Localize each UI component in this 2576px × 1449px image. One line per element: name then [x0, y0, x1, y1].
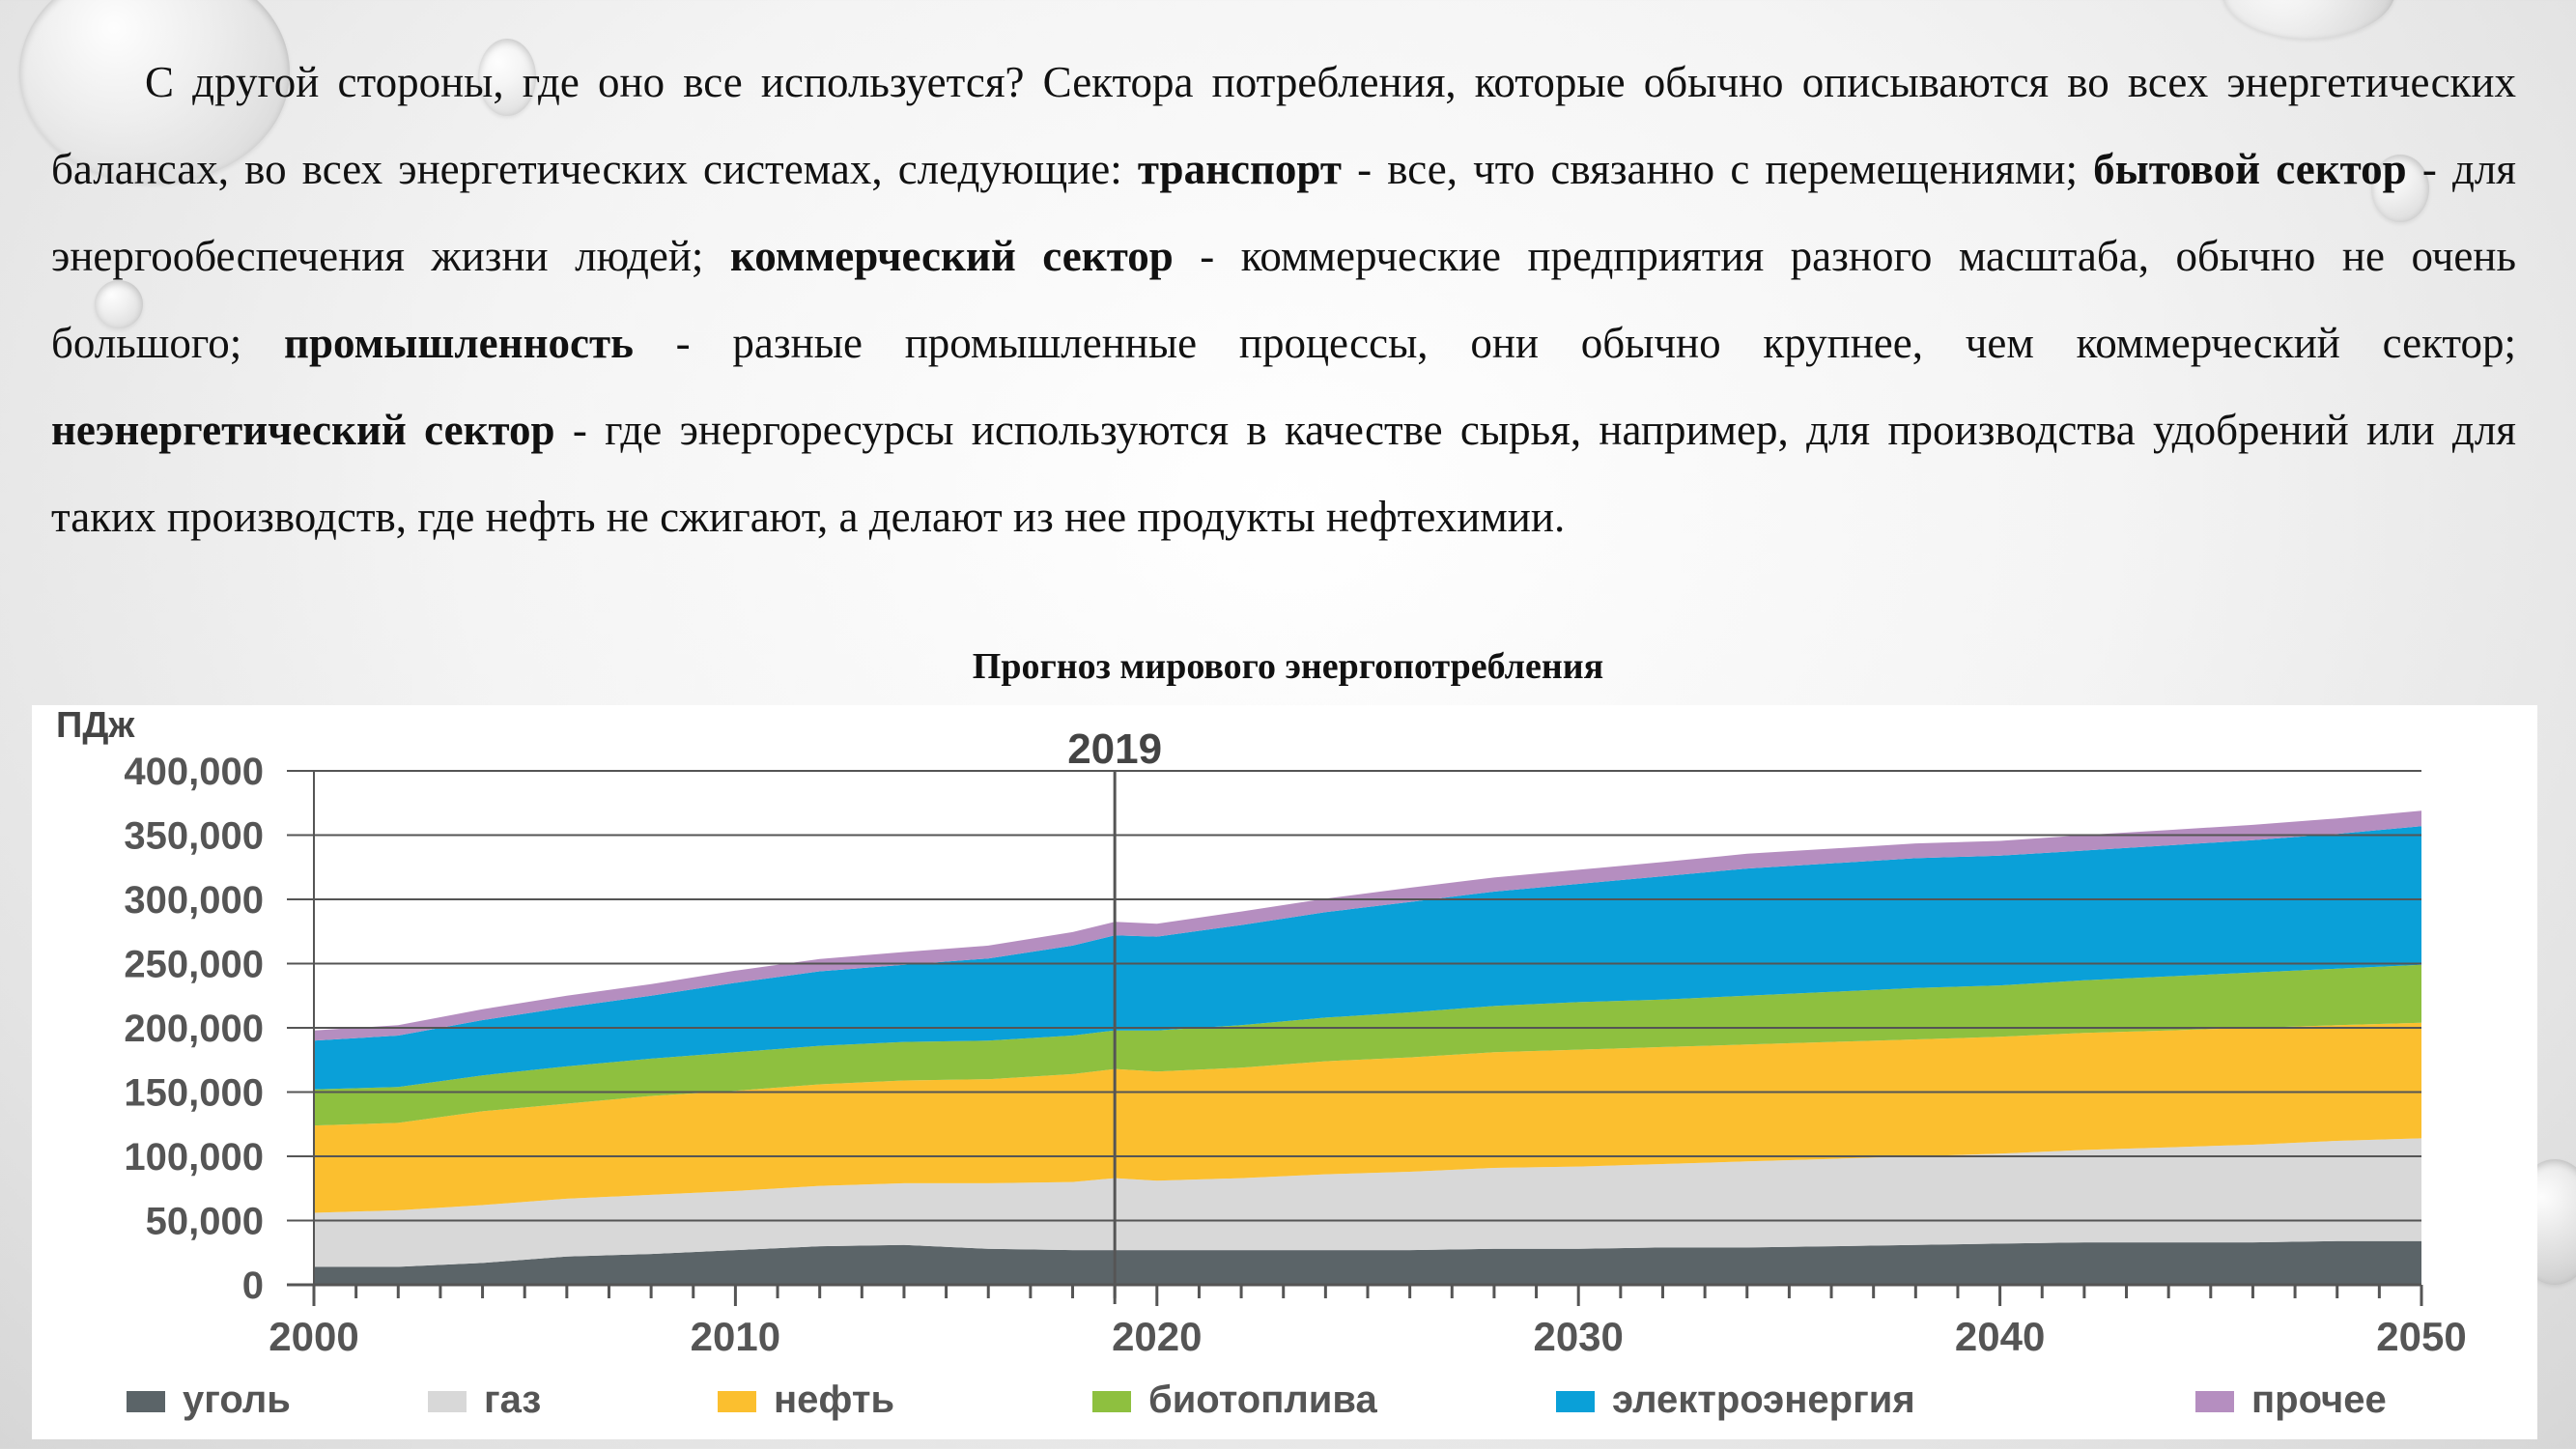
legend-label: уголь	[183, 1378, 291, 1421]
grid-layer	[287, 770, 2421, 1304]
x-tick-label: 2030	[1533, 1314, 1623, 1359]
paragraph-text: С другой стороны, где оно все использует…	[51, 58, 2516, 193]
chart-container: 0 50,000 100,000 150,000 200,000 250,000 300,0…	[32, 705, 2537, 1439]
x-tick-label: 2010	[691, 1314, 780, 1359]
x-tick-label: 2040	[1955, 1314, 2045, 1359]
y-tick-label: 250,000	[124, 944, 264, 986]
x-tick-label: 2000	[269, 1314, 358, 1359]
y-tick-label: 150,000	[124, 1072, 264, 1115]
y-tick-label: 350,000	[124, 815, 264, 858]
term-household: бытовой сектор	[2093, 145, 2407, 193]
x-tick-label: 2020	[1112, 1314, 1202, 1359]
paragraph-text: - для энергообеспечения жизни людей;	[51, 145, 2516, 280]
paragraph-text: - разные промышленные процессы, они обыч…	[633, 319, 2516, 367]
x-tick-label: 2050	[2376, 1314, 2466, 1359]
legend-label: прочее	[2251, 1378, 2387, 1421]
y-tick-label: 100,000	[124, 1136, 264, 1179]
paragraph-text: - все, что связанно с перемещениями;	[1341, 145, 2094, 193]
area-series-3	[314, 964, 2421, 1126]
term-commercial: коммерческий сектор	[729, 232, 1174, 280]
paragraph-text: - где энергоресурсы используются в качес…	[51, 406, 2516, 541]
y-tick-label: 50,000	[146, 1201, 264, 1243]
term-non-energy: неэнергетический сектор	[51, 406, 555, 454]
water-drop-decoration	[2222, 0, 2395, 39]
legend-label: нефть	[774, 1378, 894, 1421]
y-tick-label: 400,000	[124, 751, 264, 793]
y-tick-label: 200,000	[124, 1008, 264, 1050]
y-tick-label: 0	[242, 1264, 264, 1307]
legend-swatch	[2195, 1391, 2234, 1412]
legend-label: газ	[484, 1378, 541, 1421]
x-axis-ticks: 2000 2010 2020 2030 2040 2050	[269, 1285, 2467, 1359]
legend-swatch	[718, 1391, 756, 1412]
energy-consumption-chart: 0 50,000 100,000 150,000 200,000 250,000 300,0…	[56, 705, 2467, 1421]
area-series-1	[314, 1138, 2421, 1267]
body-paragraph: С другой стороны, где оно все использует…	[51, 39, 2516, 560]
legend-label: электроэнергия	[1612, 1378, 1915, 1421]
y-axis-ticks: 0 50,000 100,000 150,000 200,000 250,000 300,0…	[124, 751, 264, 1307]
area-series-4	[314, 826, 2421, 1090]
term-transport: транспорт	[1137, 145, 1342, 193]
legend-swatch	[428, 1391, 467, 1412]
legend-swatch	[1092, 1391, 1131, 1412]
legend-swatch	[1556, 1391, 1595, 1412]
area-series-2	[314, 1022, 2421, 1213]
chart-legend: уголь газ нефть биотоплива электроэнергия про…	[127, 1378, 2387, 1421]
year-marker-label: 2019	[1067, 725, 1162, 773]
term-industry: промышленность	[284, 319, 634, 367]
legend-label: биотоплива	[1148, 1378, 1377, 1421]
area-layer	[314, 810, 2421, 1285]
paragraph-text: - коммерческие предприятия разного масшт…	[51, 232, 2516, 367]
chart-title: Прогноз мирового энергопотребления	[972, 646, 1604, 687]
y-axis-label: ПДж	[56, 705, 135, 746]
area-series-0	[314, 1240, 2421, 1285]
legend-swatch	[127, 1391, 165, 1412]
area-series-5	[314, 810, 2421, 1041]
y-tick-label: 300,000	[124, 879, 264, 922]
